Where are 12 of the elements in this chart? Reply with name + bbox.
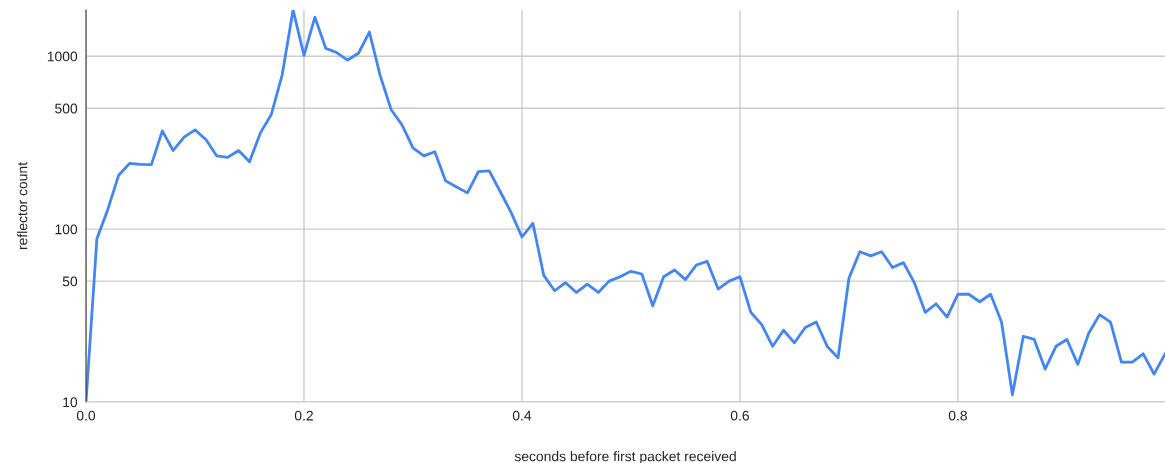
line-series [86,10,1165,402]
y-tick-label: 500 [55,103,78,114]
y-tick-label: 1000 [47,51,78,62]
y-tick-label: 10 [63,397,78,408]
x-tick-label: 0.2 [294,410,313,421]
y-axis-title: reflector count [17,162,28,250]
y-tick-label: 50 [62,276,78,287]
x-tick-label: 0.4 [512,410,532,421]
x-tick-label: 0.6 [730,410,749,421]
y-tick-label: 100 [55,224,78,235]
x-tick-label: 0.0 [76,410,96,421]
x-tick-label: 0.8 [948,410,967,421]
